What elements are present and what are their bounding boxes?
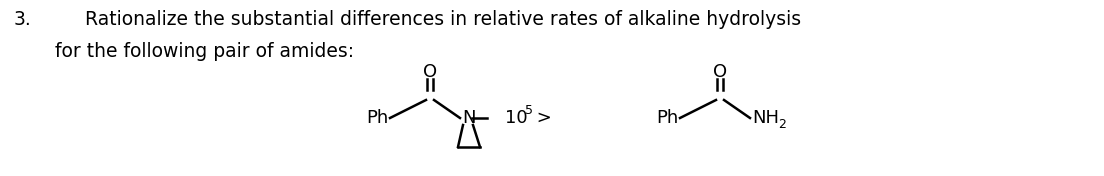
Text: Rationalize the substantial differences in relative rates of alkaline hydrolysis: Rationalize the substantial differences … [85, 10, 802, 29]
Text: N: N [461, 109, 476, 127]
Text: NH: NH [752, 109, 779, 127]
Text: Ph: Ph [656, 109, 678, 127]
Text: 5: 5 [526, 103, 533, 117]
Text: >: > [531, 109, 552, 127]
Text: 2: 2 [778, 118, 786, 130]
Text: Ph: Ph [365, 109, 388, 127]
Text: O: O [423, 63, 437, 81]
Text: for the following pair of amides:: for the following pair of amides: [55, 42, 354, 61]
Text: 10: 10 [505, 109, 528, 127]
Text: O: O [713, 63, 728, 81]
Text: 3.: 3. [14, 10, 32, 29]
